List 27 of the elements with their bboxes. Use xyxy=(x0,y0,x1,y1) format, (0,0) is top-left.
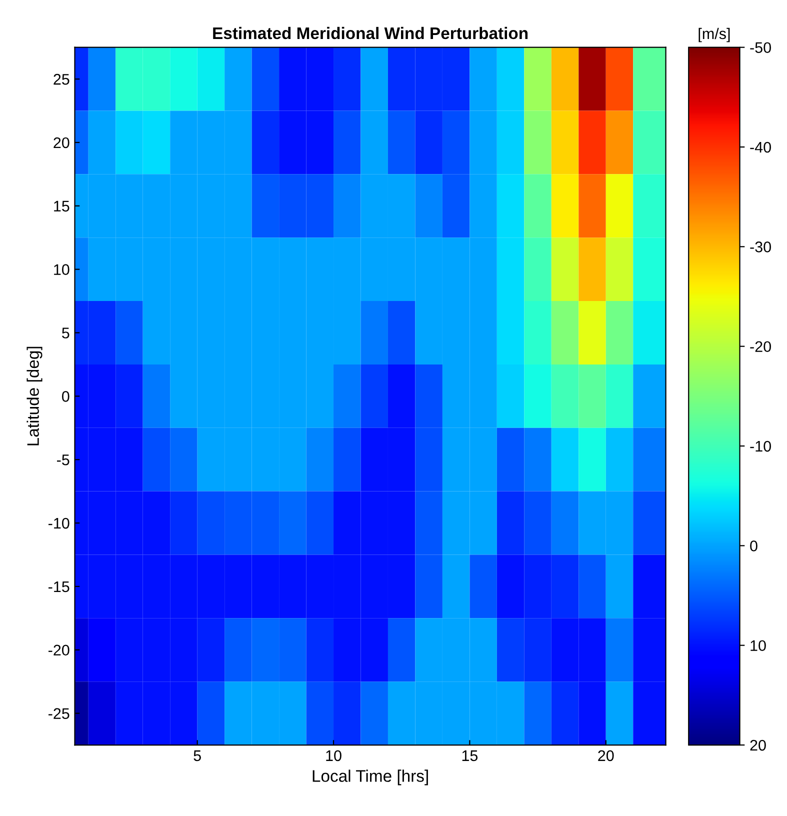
y-tick-label: -20 xyxy=(48,644,70,656)
color-bar-label: 20 xyxy=(750,740,766,751)
y-tick-label: -10 xyxy=(48,518,70,529)
color-bar-label: 10 xyxy=(750,640,766,652)
color-bar-label: -30 xyxy=(750,242,771,252)
y-tick-label: 10 xyxy=(54,264,70,276)
y-tick-label: 0 xyxy=(62,391,70,402)
x-tick-label: 20 xyxy=(598,750,614,762)
color-bar-label: -50 xyxy=(750,42,771,54)
y-tick-label: 20 xyxy=(54,137,70,148)
color-bar-label: -20 xyxy=(750,341,771,352)
color-bar-label: -40 xyxy=(750,142,771,153)
y-tick-label: -25 xyxy=(48,708,70,719)
y-tick-label: 15 xyxy=(54,200,70,212)
y-tick-label: 25 xyxy=(54,74,70,85)
y-tick-label: -15 xyxy=(48,581,70,592)
chart-title: Estimated Meridional Wind Perturbation xyxy=(213,26,528,40)
color-bar-title: [m/s] xyxy=(698,28,730,42)
x-tick-label: 5 xyxy=(194,750,201,762)
color-bar-label: 0 xyxy=(750,540,758,552)
color-bar-label: -10 xyxy=(750,440,771,452)
y-tick-label: 5 xyxy=(62,328,70,338)
x-tick-label: 15 xyxy=(462,750,478,762)
y-axis-title: Latitude [deg] xyxy=(26,346,42,446)
y-tick-label: -5 xyxy=(57,454,70,466)
x-axis-title: Local Time [hrs] xyxy=(312,770,428,786)
x-tick-label: 10 xyxy=(326,750,342,762)
